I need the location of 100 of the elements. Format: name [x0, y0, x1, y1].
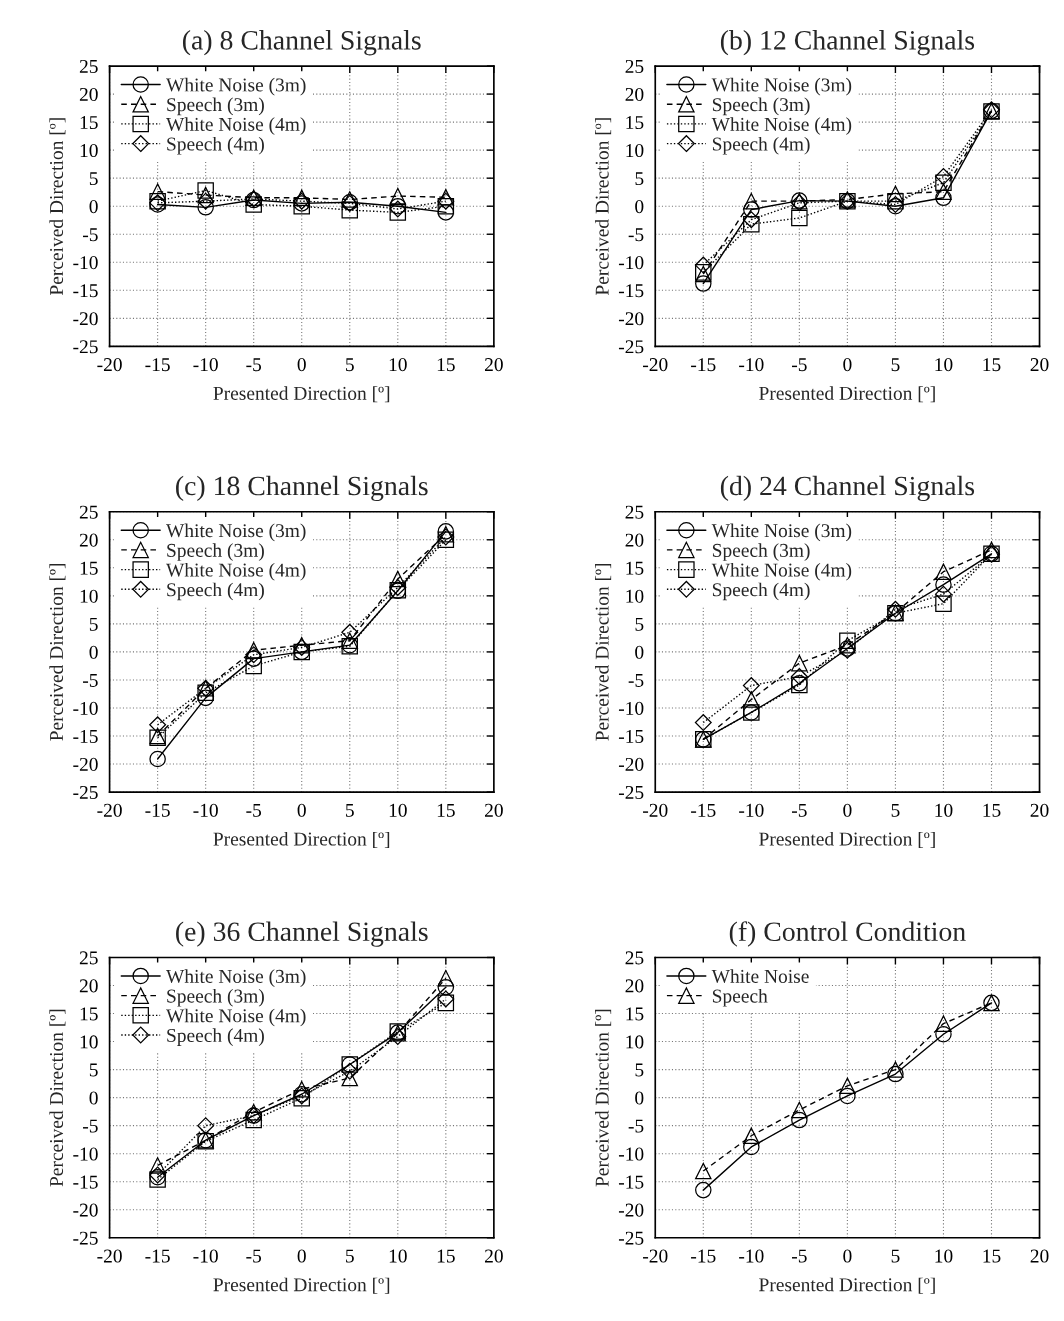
legend-label: White Noise (3m)	[166, 77, 306, 96]
y-tick-label: 25	[79, 505, 98, 519]
x-tick-label: -10	[193, 358, 218, 372]
y-axis-title: Perceived Direction [º]	[595, 563, 612, 741]
y-tick-label: 15	[80, 116, 98, 130]
x-tick-label: 0	[297, 1249, 306, 1263]
y-tick-label: -5	[628, 228, 644, 242]
y-tick-label: -25	[73, 340, 98, 354]
y-tick-label: 10	[80, 143, 98, 158]
y-tick-label: 15	[626, 561, 644, 575]
y-tick-label: 5	[635, 617, 644, 631]
y-axis-title: Perceived Direction [º]	[49, 1009, 66, 1187]
y-axis-title: Perceived Direction [º]	[49, 563, 66, 741]
legend-label: Speech (4m)	[167, 1028, 264, 1046]
x-tick-label: 20	[484, 1249, 503, 1263]
y-tick-label: -15	[73, 284, 98, 298]
legend-label: Speech	[712, 988, 768, 1007]
x-tick-label: 20	[484, 803, 503, 817]
legend-label: Speech (4m)	[167, 582, 264, 601]
x-tick-label: -10	[739, 1249, 764, 1263]
x-tick-label: 20	[1030, 358, 1049, 372]
x-tick-label: 0	[843, 1249, 852, 1263]
legend-label: Speech (4m)	[712, 582, 810, 601]
x-tick-label: 0	[297, 358, 306, 372]
legend-label: Speech (3m)	[167, 97, 264, 116]
y-tick-label: 20	[79, 533, 98, 547]
x-tick-label: -10	[739, 803, 764, 817]
y-tick-label: -25	[618, 340, 644, 354]
y-tick-label: -20	[618, 757, 644, 771]
y-tick-label: 0	[89, 200, 98, 214]
y-tick-label: 5	[89, 1063, 98, 1077]
x-tick-label: 15	[983, 1249, 1001, 1263]
x-tick-label: -5	[791, 358, 807, 372]
y-tick-label: 10	[626, 1035, 644, 1049]
x-tick-label: 10	[935, 803, 953, 817]
x-tick-label: 20	[484, 358, 503, 372]
legend-label: White Noise (4m)	[711, 117, 852, 135]
y-tick-label: -15	[618, 284, 644, 298]
x-tick-label: -15	[691, 358, 716, 372]
y-tick-label: 20	[625, 979, 644, 993]
x-tick-label: -5	[246, 803, 262, 817]
x-tick-label: 10	[389, 803, 407, 817]
legend-label: White Noise (4m)	[166, 562, 306, 581]
chart-title: (a) 8 Channel Signals	[182, 30, 421, 56]
y-tick-label: -5	[83, 228, 98, 242]
x-tick-label: 5	[346, 358, 354, 372]
y-tick-label: 10	[626, 589, 644, 603]
chart-title: (b) 12 Channel Signals	[720, 30, 975, 56]
y-axis-title: Perceived Direction [º]	[595, 1009, 612, 1187]
x-tick-label: -5	[246, 358, 262, 372]
legend-label: White Noise (4m)	[711, 562, 852, 581]
y-tick-label: -20	[73, 312, 98, 326]
x-tick-label: 15	[437, 803, 455, 817]
x-axis-title: Presented Direction [º]	[213, 831, 390, 849]
y-tick-label: -10	[73, 1147, 98, 1161]
y-tick-label: 0	[89, 1091, 98, 1105]
legend-label: White Noise (4m)	[166, 1008, 306, 1027]
y-tick-label: -25	[618, 785, 644, 800]
y-tick-label: 10	[80, 589, 98, 603]
x-tick-label: 5	[891, 358, 900, 372]
y-tick-label: -20	[618, 1203, 644, 1217]
x-tick-label: 0	[843, 803, 852, 817]
x-tick-label: 10	[935, 358, 953, 372]
x-axis-title: Presented Direction [º]	[759, 386, 935, 403]
y-tick-label: 0	[635, 1091, 644, 1105]
x-tick-label: 5	[346, 1249, 354, 1263]
legend-label: White Noise (3m)	[711, 523, 852, 542]
x-tick-label: 15	[983, 358, 1001, 372]
y-tick-label: 20	[79, 87, 98, 102]
legend-label: Speech (3m)	[712, 543, 810, 561]
chart-title: (d) 24 Channel Signals	[720, 475, 975, 502]
x-tick-label: -15	[691, 803, 716, 817]
legend-label: White Noise (4m)	[166, 117, 306, 135]
y-tick-label: -10	[618, 701, 644, 715]
x-tick-label: 10	[389, 358, 407, 372]
y-tick-label: 5	[89, 172, 98, 186]
chart-title: (c) 18 Channel Signals	[176, 475, 428, 502]
y-tick-label: 10	[626, 143, 644, 158]
y-tick-label: -5	[83, 673, 98, 687]
y-tick-label: -15	[73, 729, 98, 743]
x-tick-label: 15	[983, 803, 1001, 817]
y-tick-label: 10	[80, 1035, 98, 1049]
legend-label: Speech (3m)	[167, 543, 264, 561]
y-tick-label: 20	[625, 87, 644, 102]
y-tick-label: -5	[628, 1119, 644, 1133]
x-tick-label: -15	[145, 358, 170, 372]
y-tick-label: 5	[635, 172, 644, 186]
y-tick-label: 0	[89, 645, 98, 659]
x-tick-label: 10	[935, 1249, 953, 1263]
y-tick-label: 25	[79, 951, 98, 965]
y-tick-label: 0	[635, 645, 644, 659]
y-tick-label: 20	[79, 979, 98, 993]
y-tick-label: -15	[73, 1175, 98, 1189]
y-tick-label: 20	[625, 533, 644, 547]
legend-label: Speech (3m)	[712, 97, 810, 116]
y-tick-label: -20	[73, 1203, 98, 1217]
y-tick-label: 15	[80, 1007, 98, 1021]
y-tick-label: -20	[618, 312, 644, 326]
x-tick-label: 10	[389, 1249, 407, 1263]
x-tick-label: 0	[843, 358, 852, 372]
